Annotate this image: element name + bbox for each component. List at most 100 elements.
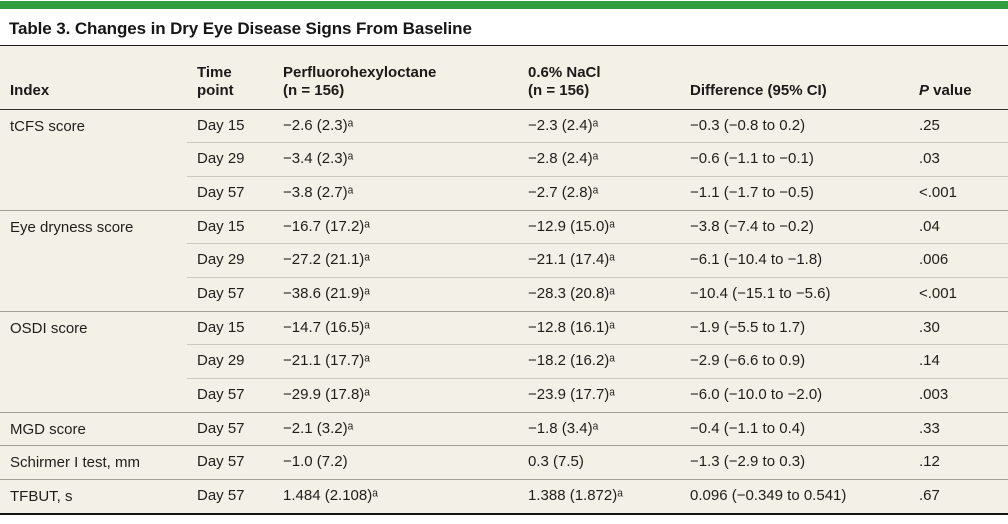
- cell-nacl: −2.8 (2.4)ᵃ: [518, 142, 680, 177]
- cell-difference: −0.4 (−1.1 to 0.4): [680, 411, 909, 446]
- table-row: Schirmer I test, mm Day 57 −1.0 (7.2) 0.…: [0, 445, 1008, 480]
- col-header-p-value: P value: [909, 46, 1008, 110]
- cell-p-value: .04: [909, 209, 1008, 244]
- table-header-row: Index Time point Perfluorohexyloctane (n…: [0, 46, 1008, 110]
- table-row: OSDI score Day 15 −14.7 (16.5)ᵃ −12.8 (1…: [0, 310, 1008, 413]
- cell-difference: −0.6 (−1.1 to −0.1): [680, 142, 909, 177]
- cell-nacl: −23.9 (17.7)ᵃ: [518, 378, 680, 413]
- accent-bar: [0, 1, 1008, 9]
- cell-difference: −2.9 (−6.6 to 0.9): [680, 344, 909, 379]
- cell-perfluorohexyloctane: −16.7 (17.2)ᵃ: [273, 209, 518, 244]
- cell-perfluorohexyloctane: −14.7 (16.5)ᵃ: [273, 310, 518, 345]
- cell-time-point: Day 57: [187, 378, 273, 413]
- table-row: Eye dryness score Day 15 −16.7 (17.2)ᵃ −…: [0, 209, 1008, 312]
- cell-nacl: −12.9 (15.0)ᵃ: [518, 209, 680, 244]
- cell-difference: −6.0 (−10.0 to −2.0): [680, 378, 909, 413]
- cell-nacl: −1.8 (3.4)ᵃ: [518, 411, 680, 446]
- drug-header-line1: Perfluorohexyloctane: [283, 63, 437, 81]
- cell-time-point: Day 57: [187, 479, 273, 514]
- cell-difference: −3.8 (−7.4 to −0.2): [680, 209, 909, 244]
- table-title: Table 3. Changes in Dry Eye Disease Sign…: [9, 19, 472, 38]
- cell-time-point: Day 29: [187, 142, 273, 177]
- drug-header-line2: (n = 156): [283, 81, 345, 99]
- cell-difference: 0.096 (−0.349 to 0.541): [680, 479, 909, 514]
- cell-p-value: .30: [909, 310, 1008, 345]
- diff-header-label: Difference (95% CI): [690, 81, 827, 99]
- cell-index: TFBUT, s: [0, 479, 187, 514]
- cell-p-value: .14: [909, 344, 1008, 379]
- title-block: Table 3. Changes in Dry Eye Disease Sign…: [0, 9, 1008, 46]
- cell-perfluorohexyloctane: −3.8 (2.7)ᵃ: [273, 175, 518, 211]
- p-header-rest: value: [929, 81, 972, 99]
- table-row: MGD score Day 57 −2.1 (3.2)ᵃ −1.8 (3.4)ᵃ…: [0, 411, 1008, 446]
- cell-difference: −0.3 (−0.8 to 0.2): [690, 116, 806, 134]
- cell-p-value: <.001: [909, 175, 1008, 211]
- cell-p-value: .25: [919, 116, 940, 134]
- cell-nacl: −2.3 (2.4)ᵃ: [528, 116, 599, 134]
- table-row: Day 29 −3.4 (2.3)ᵃ −2.8 (2.4)ᵃ −0.6 (−1.…: [0, 142, 1008, 177]
- cell-index: Schirmer I test, mm: [0, 445, 187, 480]
- cell-difference: −10.4 (−15.1 to −5.6): [680, 276, 909, 312]
- cell-time-point: Day 57: [187, 411, 273, 446]
- cell-difference: −6.1 (−10.4 to −1.8): [680, 243, 909, 278]
- table-row: Day 57 −38.6 (21.9)ᵃ −28.3 (20.8)ᵃ −10.4…: [0, 276, 1008, 312]
- cell-time-point: Day 15: [197, 116, 245, 134]
- cell-time-point: Day 57: [187, 276, 273, 312]
- col-header-perfluorohexyloctane: Perfluorohexyloctane (n = 156): [273, 46, 518, 110]
- cell-difference: −1.9 (−5.5 to 1.7): [680, 310, 909, 345]
- cell-nacl: −12.8 (16.1)ᵃ: [518, 310, 680, 345]
- cell-index: OSDI score: [0, 310, 187, 413]
- cell-time-point: Day 15: [187, 209, 273, 244]
- col-header-index-label: Index: [10, 81, 50, 99]
- table-row: Day 57 −29.9 (17.8)ᵃ −23.9 (17.7)ᵃ −6.0 …: [0, 378, 1008, 413]
- cell-time-point: Day 29: [187, 344, 273, 379]
- cell-perfluorohexyloctane: −2.6 (2.3)ᵃ: [283, 116, 354, 134]
- cell-perfluorohexyloctane: −2.1 (3.2)ᵃ: [273, 411, 518, 446]
- cell-index: MGD score: [0, 411, 187, 446]
- cell-p-value: .12: [909, 445, 1008, 480]
- cell-nacl: −2.7 (2.8)ᵃ: [518, 175, 680, 211]
- table-row: TFBUT, s Day 57 1.484 (2.108)ᵃ 1.388 (1.…: [0, 479, 1008, 514]
- cell-p-value: .67: [909, 479, 1008, 514]
- table-row: Day 57 −3.8 (2.7)ᵃ −2.7 (2.8)ᵃ −1.1 (−1.…: [0, 175, 1008, 211]
- cell-nacl: −21.1 (17.4)ᵃ: [518, 243, 680, 278]
- cell-perfluorohexyloctane: −3.4 (2.3)ᵃ: [273, 142, 518, 177]
- cell-difference: −1.3 (−2.9 to 0.3): [680, 445, 909, 480]
- cell-perfluorohexyloctane: −27.2 (21.1)ᵃ: [273, 243, 518, 278]
- cell-perfluorohexyloctane: −38.6 (21.9)ᵃ: [273, 276, 518, 312]
- cell-p-value: .006: [909, 243, 1008, 278]
- nacl-header-line1: 0.6% NaCl: [528, 63, 601, 81]
- cell-time-point: Day 57: [187, 175, 273, 211]
- cell-perfluorohexyloctane: −29.9 (17.8)ᵃ: [273, 378, 518, 413]
- cell-index: Eye dryness score: [0, 209, 187, 312]
- table-row: Day 29 −21.1 (17.7)ᵃ −18.2 (16.2)ᵃ −2.9 …: [0, 344, 1008, 379]
- cell-p-value: .33: [909, 411, 1008, 446]
- cell-p-value: .03: [909, 142, 1008, 177]
- cell-perfluorohexyloctane: −21.1 (17.7)ᵃ: [273, 344, 518, 379]
- cell-p-value: .003: [909, 378, 1008, 413]
- p-header-italic: P: [919, 81, 930, 99]
- nacl-header-line2: (n = 156): [528, 81, 590, 99]
- time-header-line2: point: [197, 81, 234, 99]
- cell-nacl: 0.3 (7.5): [518, 445, 680, 480]
- col-header-index: Index: [0, 46, 187, 110]
- cell-time-point: Day 57: [187, 445, 273, 480]
- cell-p-value: <.001: [909, 276, 1008, 312]
- cell-nacl: −18.2 (16.2)ᵃ: [518, 344, 680, 379]
- table-row: tCFS score Day 15 −2.6 (2.3)ᵃ −2.3 (2.4)…: [0, 109, 1008, 143]
- table-wrap: Index Time point Perfluorohexyloctane (n…: [0, 46, 1008, 516]
- cell-nacl: −28.3 (20.8)ᵃ: [518, 276, 680, 312]
- cell-perfluorohexyloctane: 1.484 (2.108)ᵃ: [273, 479, 518, 514]
- col-header-difference: Difference (95% CI): [680, 46, 909, 110]
- col-header-nacl: 0.6% NaCl (n = 156): [518, 46, 680, 110]
- table-row: Day 29 −27.2 (21.1)ᵃ −21.1 (17.4)ᵃ −6.1 …: [0, 243, 1008, 278]
- col-header-time-point: Time point: [187, 46, 273, 110]
- cell-time-point: Day 29: [187, 243, 273, 278]
- cell-time-point: Day 15: [187, 310, 273, 345]
- cell-nacl: 1.388 (1.872)ᵃ: [518, 479, 680, 514]
- cell-difference: −1.1 (−1.7 to −0.5): [680, 175, 909, 211]
- signs-table: Index Time point Perfluorohexyloctane (n…: [0, 46, 1008, 514]
- cell-perfluorohexyloctane: −1.0 (7.2): [273, 445, 518, 480]
- time-header-line1: Time: [197, 63, 232, 81]
